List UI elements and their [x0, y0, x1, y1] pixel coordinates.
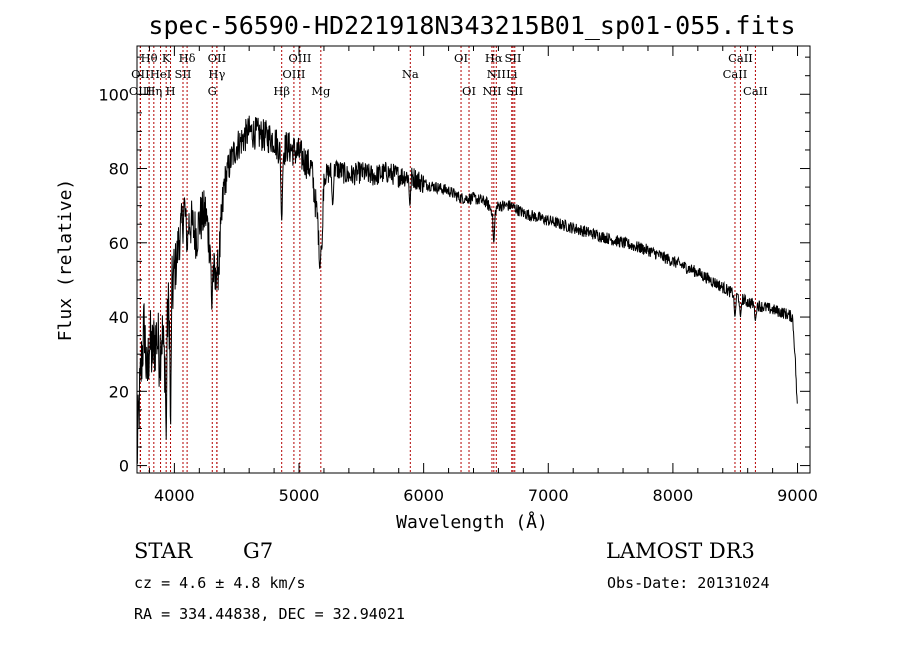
spectral-line-label: OII [208, 51, 227, 65]
spectral-line-label: Hη [145, 84, 162, 98]
redshift-text: cz = 4.6 ± 4.8 km/s [134, 574, 306, 592]
spectral-line-label: CaII [728, 51, 753, 65]
spectral-line-label: G [208, 84, 217, 98]
object-subclass: G7 [243, 539, 273, 563]
x-tick-label: 8000 [653, 486, 694, 505]
spectral-line-label: HeI [150, 67, 171, 81]
spectral-line-label: Hθ [141, 51, 158, 65]
plot-frame [136, 45, 811, 474]
survey-name: LAMOST DR3 [606, 539, 755, 563]
y-tick-label: 100 [98, 85, 129, 104]
y-tick-label: 0 [119, 457, 129, 476]
chart-title: spec-56590-HD221918N343215B01_sp01-055.f… [148, 11, 795, 40]
y-tick-label: 60 [109, 234, 129, 253]
x-tick-label: 7000 [528, 486, 569, 505]
spectral-line-label: Mg [311, 84, 331, 98]
spectral-line-label: OII [131, 67, 150, 81]
spectral-line-label: Hγ [208, 67, 225, 81]
x-tick-label: 6000 [403, 486, 444, 505]
x-tick-label: 5000 [279, 486, 320, 505]
x-axis-ticks: 4000 5000 6000 7000 8000 9000 [148, 46, 818, 505]
spectrum-series-line [136, 115, 798, 464]
spectral-line-label: OI [462, 84, 476, 98]
spectral-line-label: Hδ [179, 51, 196, 65]
spectral-line-label: CaII [723, 67, 748, 81]
spectral-line-label: Hβ [273, 84, 290, 98]
spectral-line-label: Li [506, 67, 518, 81]
spectral-line-label: SII [505, 51, 522, 65]
spectral-line-label: H [166, 84, 176, 98]
coords-text: RA = 334.44838, DEC = 32.94021 [134, 605, 405, 623]
spectral-line-label: NII [487, 67, 506, 81]
obs-date-text: Obs-Date: 20131024 [607, 574, 770, 592]
spectral-line-label: Hα [485, 51, 503, 65]
x-tick-label: 9000 [777, 486, 818, 505]
spectral-line-label: SII [506, 84, 523, 98]
spectral-line-label: Na [402, 67, 419, 81]
y-tick-label: 40 [109, 308, 129, 327]
spectral-line-label: NII [482, 84, 501, 98]
spectral-line-label: SII [175, 67, 192, 81]
y-tick-label: 20 [109, 382, 129, 401]
object-class: STAR [134, 539, 193, 563]
spectral-line-label: OIII [288, 51, 311, 65]
spectral-line-label: OIII [282, 67, 305, 81]
spectral-line-label: K [162, 51, 171, 65]
y-tick-label: 80 [109, 160, 129, 179]
spectral-line-label: OI [454, 51, 468, 65]
x-tick-label: 4000 [154, 486, 195, 505]
y-axis-ticks: 0 20 40 60 80 100 [98, 56, 810, 476]
spectral-line-label: CaII [743, 84, 768, 98]
y-axis-label: Flux (relative) [55, 179, 76, 342]
x-axis-label: Wavelength (Å) [396, 511, 548, 533]
